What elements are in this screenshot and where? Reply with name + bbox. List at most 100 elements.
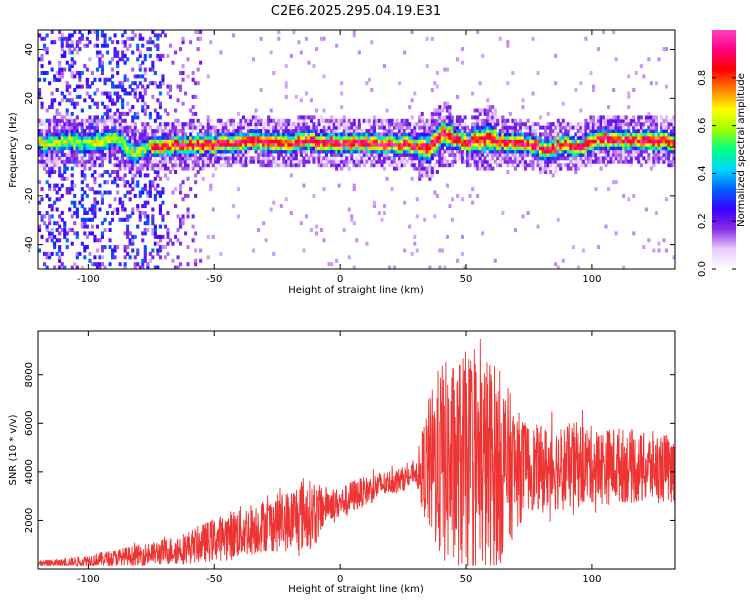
spectrogram-cell (347, 149, 351, 154)
spectrogram-cell (589, 163, 593, 168)
spectrogram-cell (146, 265, 150, 269)
spectrogram-cell (100, 115, 104, 120)
x-tick-label: -50 (206, 274, 222, 285)
spectrogram-cell (143, 258, 147, 263)
spectrogram-cell (176, 156, 180, 161)
spectrogram-cell (158, 166, 162, 171)
x-tick-label: 0 (337, 274, 343, 285)
spectrogram-cell (121, 50, 125, 55)
spectrogram-cell (642, 146, 646, 151)
spectrogram-cell (526, 132, 530, 137)
spectrogram-cell (330, 135, 334, 140)
spectrogram-cell (539, 135, 543, 140)
spectrogram-cell (100, 262, 104, 267)
spectrogram-cell (78, 40, 82, 45)
spectrogram-cell (284, 135, 288, 140)
spectrogram-cell (450, 132, 454, 137)
spectrogram-cell (433, 139, 437, 144)
spectrogram-cell (133, 125, 137, 130)
spectrogram-cell (466, 152, 470, 157)
spectrogram-cell (189, 118, 193, 123)
spectrogram-cell (554, 156, 558, 161)
spectrogram-cell (277, 163, 281, 168)
spectrogram-cell (320, 135, 324, 140)
spectrogram-cell (236, 152, 240, 157)
spectrogram-cell (43, 163, 47, 168)
spectrogram-cell (126, 57, 130, 62)
spectrogram-cell (466, 163, 470, 168)
spectrogram-cell (40, 71, 44, 75)
spectrogram-cell (274, 163, 278, 168)
spectrogram-cell (90, 135, 94, 140)
spectrogram-cell (657, 152, 661, 157)
spectrogram-cell (156, 115, 160, 120)
spectrogram-cell (264, 129, 268, 133)
spectrogram-cell (146, 132, 150, 137)
spectrogram-cell (466, 139, 470, 144)
spectrogram-cell (191, 156, 195, 161)
spectrogram-cell (304, 149, 308, 154)
spectrogram-cell (531, 91, 535, 96)
spectrogram-cell (148, 193, 152, 198)
spectrogram-cell (153, 241, 157, 246)
spectrogram-cell (624, 115, 628, 120)
spectrogram-cell (179, 152, 183, 157)
spectrogram-cell (100, 156, 104, 161)
spectrogram-cell (106, 105, 110, 110)
spectrogram-cell (257, 135, 261, 140)
spectrogram-cell (40, 214, 44, 219)
spectrogram-cell (443, 132, 447, 137)
spectrogram-cell (428, 146, 432, 151)
spectrogram-cell (418, 152, 422, 157)
spectrogram-cell (88, 152, 92, 157)
spectrogram-cell (614, 125, 618, 130)
spectrogram-cell (78, 139, 82, 144)
spectrogram-cell (564, 156, 568, 161)
spectrogram-cell (408, 105, 412, 110)
spectrogram-cell (116, 156, 120, 161)
spectrogram-cell (612, 135, 616, 140)
spectrogram-cell (113, 170, 117, 174)
spectrogram-cell (647, 115, 651, 120)
spectrogram-cell (75, 118, 79, 123)
spectrogram-cell (589, 146, 593, 151)
spectrogram-cell (415, 142, 419, 147)
spectrogram-cell (136, 74, 140, 79)
spectrogram-cell (43, 122, 47, 127)
spectrogram-cell (186, 211, 190, 215)
spectrogram-cell (342, 129, 346, 133)
spectrogram-cell (433, 132, 437, 137)
spectrogram-cell (123, 262, 127, 267)
spectrogram-cell (372, 163, 376, 168)
spectrogram-cell (75, 251, 79, 256)
spectrogram-cell (297, 139, 301, 144)
spectrogram-cell (320, 118, 324, 123)
spectrogram-cell (609, 118, 613, 123)
spectrogram-cell (622, 132, 626, 137)
spectrogram-cell (43, 159, 47, 164)
spectrogram-cell (539, 115, 543, 120)
spectrogram-cell (297, 159, 301, 164)
spectrogram-cell (143, 57, 147, 62)
spectrogram-cell (209, 149, 213, 154)
spectrogram-cell (136, 224, 140, 229)
spectrogram-cell (267, 139, 271, 144)
spectrogram-cell (425, 159, 429, 164)
spectrogram-cell (95, 224, 99, 229)
spectrogram-cell (138, 193, 142, 198)
spectrogram-cell (179, 88, 183, 92)
spectrogram-cell (395, 146, 399, 151)
spectrogram-cell (133, 94, 137, 99)
spectrogram-cell (194, 163, 198, 168)
spectrogram-cell (652, 125, 656, 130)
spectrogram-cell (224, 129, 228, 133)
spectrogram-cell (209, 132, 213, 137)
spectrogram-cell (440, 152, 444, 157)
spectrogram-cell (609, 122, 613, 127)
spectrogram-cell (503, 159, 507, 164)
spectrogram-cell (617, 142, 621, 147)
spectrogram-cell (382, 152, 386, 157)
spectrogram-cell (425, 129, 429, 133)
spectrogram-cell (599, 132, 603, 137)
spectrogram-cell (292, 156, 296, 161)
